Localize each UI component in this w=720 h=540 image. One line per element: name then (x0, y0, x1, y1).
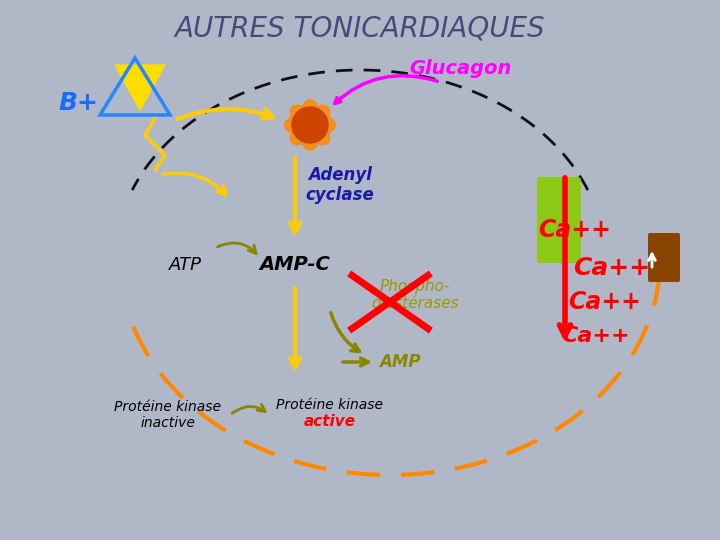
Ellipse shape (307, 116, 336, 134)
Text: Ca++: Ca++ (569, 290, 642, 314)
Text: Protéine kinase: Protéine kinase (276, 398, 384, 412)
Ellipse shape (290, 105, 314, 129)
FancyBboxPatch shape (537, 177, 581, 263)
Text: Adenyl
cyclase: Adenyl cyclase (305, 166, 374, 205)
Text: Ca++: Ca++ (561, 326, 629, 346)
Ellipse shape (285, 116, 312, 134)
Text: AUTRES TONICARDIAQUES: AUTRES TONICARDIAQUES (175, 14, 545, 42)
FancyBboxPatch shape (648, 233, 680, 282)
Circle shape (292, 107, 328, 143)
Ellipse shape (301, 122, 319, 150)
Text: AMP: AMP (379, 353, 420, 371)
Text: Protéine kinase
inactive: Protéine kinase inactive (114, 400, 222, 430)
Text: ATP: ATP (168, 256, 202, 274)
Text: B+: B+ (58, 91, 98, 115)
Polygon shape (115, 65, 165, 110)
Text: Glucagon: Glucagon (409, 58, 511, 78)
Text: active: active (304, 415, 356, 429)
Text: Ca++: Ca++ (539, 218, 611, 242)
Ellipse shape (306, 105, 330, 129)
Text: AMP-C: AMP-C (260, 255, 330, 274)
Text: Ca++: Ca++ (573, 256, 651, 280)
Ellipse shape (301, 100, 319, 128)
Text: Phospho-
diestérases: Phospho- diestérases (372, 279, 459, 311)
Ellipse shape (290, 121, 314, 145)
Ellipse shape (306, 121, 330, 145)
